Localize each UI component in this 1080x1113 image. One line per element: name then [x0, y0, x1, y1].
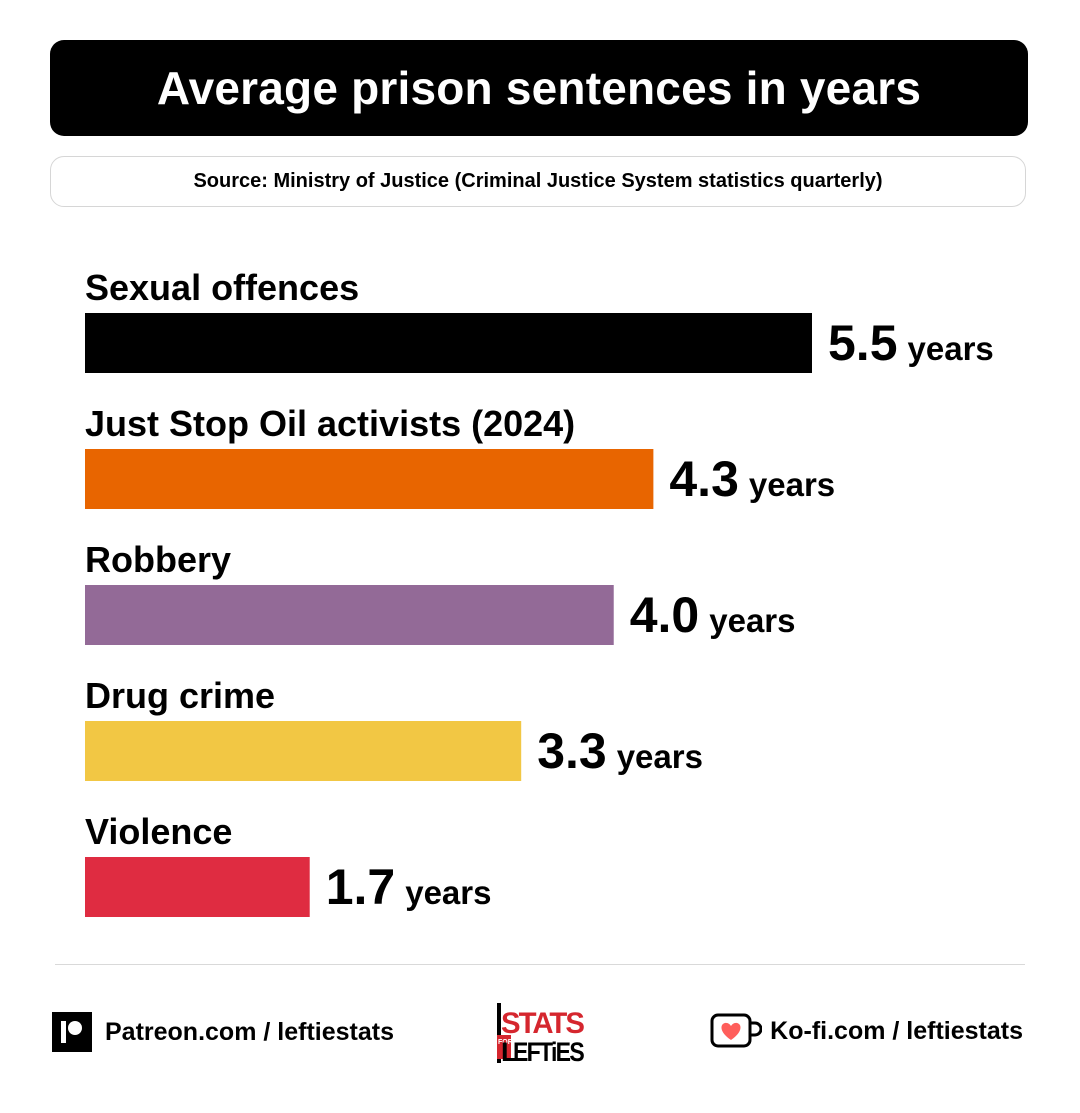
value-label: 3.3 years: [537, 723, 703, 779]
bar: [85, 313, 812, 373]
bar: [85, 449, 654, 509]
source-text: Source: Ministry of Justice (Criminal Ju…: [193, 170, 883, 192]
value-number: 4.3: [669, 451, 739, 507]
category-label: Violence: [85, 811, 232, 852]
value-unit: years: [908, 330, 994, 367]
kofi-link[interactable]: Ko-fi.com / leftiestats: [710, 1012, 1023, 1050]
value-unit: years: [617, 738, 703, 775]
value-label: 4.3 years: [669, 451, 835, 507]
svg-text:FOR: FOR: [498, 1039, 513, 1046]
bar-group: Violence 1.7 years: [85, 811, 491, 917]
bar: [85, 585, 614, 645]
patreon-link[interactable]: Patreon.com / leftiestats: [52, 1012, 394, 1052]
svg-text:EFTiES: EFTiES: [513, 1037, 584, 1063]
svg-text:STATS: STATS: [501, 1007, 584, 1040]
bar-group: Robbery 4.0 years: [85, 539, 796, 645]
value-number: 5.5: [828, 315, 898, 371]
stats-for-lefties-logo: STATS FOR L EFTiES: [497, 1003, 585, 1063]
value-number: 4.0: [630, 587, 700, 643]
kofi-label: Ko-fi.com / leftiestats: [770, 1016, 1023, 1045]
kofi-cup-icon: [710, 1013, 763, 1048]
bar-group: Drug crime 3.3 years: [85, 675, 703, 781]
category-label: Robbery: [85, 539, 231, 580]
svg-text:L: L: [501, 1037, 518, 1063]
bar: [85, 721, 522, 781]
source-box: Source: Ministry of Justice (Criminal Ju…: [50, 156, 1026, 207]
value-unit: years: [709, 602, 795, 639]
bar-group: Just Stop Oil activists (2024) 4.3 years: [85, 403, 835, 509]
value-label: 1.7 years: [326, 859, 492, 915]
value-label: 5.5 years: [828, 315, 994, 371]
value-unit: years: [749, 466, 835, 503]
value-label: 4.0 years: [630, 587, 796, 643]
patreon-label: Patreon.com / leftiestats: [105, 1017, 394, 1046]
bar: [85, 857, 310, 917]
category-label: Just Stop Oil activists (2024): [85, 403, 575, 444]
patreon-icon: [52, 1012, 92, 1052]
page-title: Average prison sentences in years: [156, 62, 922, 114]
title-banner: Average prison sentences in years: [50, 40, 1028, 136]
bar-group: Sexual offences 5.5 years: [85, 267, 994, 373]
category-label: Sexual offences: [85, 267, 359, 308]
value-number: 3.3: [537, 723, 607, 779]
value-unit: years: [405, 874, 491, 911]
category-label: Drug crime: [85, 675, 275, 716]
value-number: 1.7: [326, 859, 396, 915]
footer-divider: [55, 964, 1025, 965]
